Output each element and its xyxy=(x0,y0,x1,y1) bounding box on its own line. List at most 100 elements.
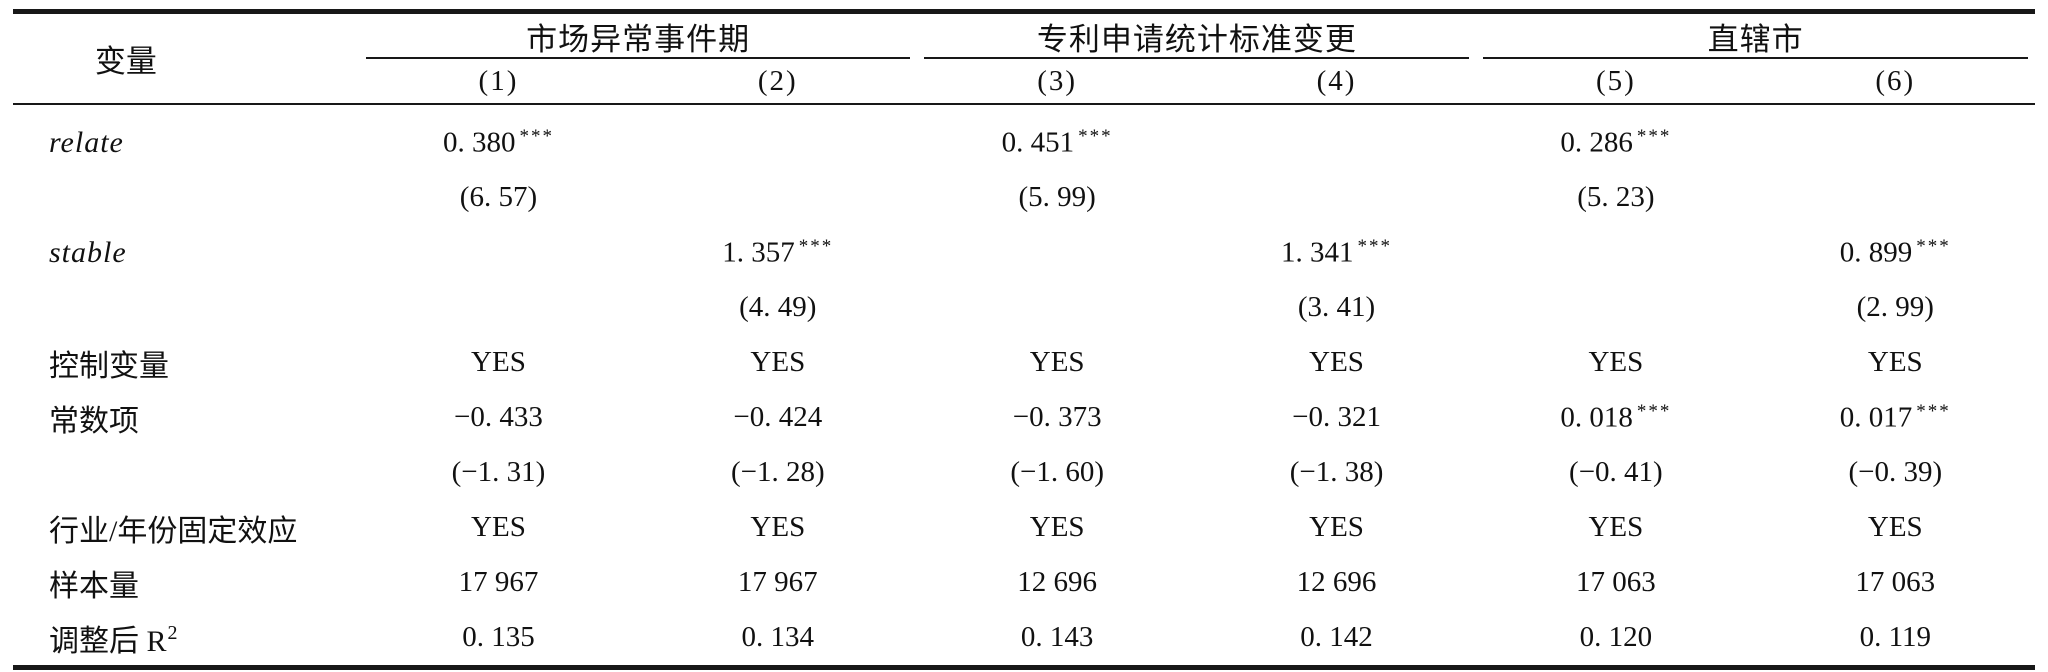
table-header: 变量 市场异常事件期 专利申请统计标准变更 直辖市 (1) (2) (3) (4… xyxy=(13,11,2035,105)
significance-stars: *** xyxy=(519,126,554,148)
row-label: stable xyxy=(49,235,127,269)
row-label xyxy=(13,280,359,335)
table-cell: 1. 357 *** xyxy=(722,236,834,269)
table-cell xyxy=(359,280,638,335)
significance-stars: *** xyxy=(1636,401,1672,423)
table-cell: (5. 23) xyxy=(1577,181,1655,213)
table-cell: −0. 373 xyxy=(1012,401,1102,433)
table-cell xyxy=(1476,280,1755,335)
table-cell: 0. 142 xyxy=(1300,621,1373,653)
table-cell: 17 967 xyxy=(458,566,539,598)
column-header-2: (2) xyxy=(638,59,918,105)
table-cell: (4. 49) xyxy=(739,291,817,323)
table-cell: YES xyxy=(471,346,526,378)
significance-stars: *** xyxy=(1916,236,1951,258)
table-cell: 0. 143 xyxy=(1020,621,1094,653)
column-header-1: (1) xyxy=(358,59,639,105)
table-cell: 17 063 xyxy=(1855,566,1936,598)
table-row: (−1. 31) (−1. 28) (−1. 60) (−1. 38) (−0. 41)… xyxy=(13,445,2035,500)
row-label: 样本量 xyxy=(49,569,139,603)
table-cell: 0. 899 *** xyxy=(1839,236,1951,269)
table-cell: (−1. 28) xyxy=(730,456,825,488)
table-cell: YES xyxy=(750,511,806,543)
group-label: 直辖市 xyxy=(1707,22,1804,57)
column-header-4: (4) xyxy=(1196,59,1477,105)
table-cell xyxy=(917,280,1196,335)
table-cell: YES xyxy=(1867,346,1923,378)
table-cell: 0. 135 xyxy=(462,621,535,653)
table-cell: 0. 120 xyxy=(1579,621,1653,653)
group-header-market-anomaly-period: 市场异常事件期 xyxy=(359,12,918,60)
regression-results-table: 变量 市场异常事件期 专利申请统计标准变更 直辖市 (1) (2) (3) (4… xyxy=(13,9,2035,670)
row-label-superscript: 2 xyxy=(167,621,178,644)
table-cell: 0. 134 xyxy=(741,621,815,653)
table-cell: 1. 341 *** xyxy=(1281,236,1393,269)
significance-stars: *** xyxy=(1078,126,1113,148)
table-cell xyxy=(1756,104,2035,170)
table-row: 调整后 R2 0. 135 0. 134 0. 143 0. 142 0. 120 0. 1… xyxy=(13,610,2035,668)
significance-stars: *** xyxy=(1636,126,1672,148)
table-cell: YES xyxy=(1867,511,1923,543)
table-cell: (−1. 31) xyxy=(451,456,546,488)
table-cell: YES xyxy=(1309,346,1364,378)
group-label: 专利申请统计标准变更 xyxy=(1036,22,1357,57)
table-cell: −0. 321 xyxy=(1292,401,1381,433)
table-cell xyxy=(638,104,917,170)
table-cell: (−0. 41) xyxy=(1569,456,1663,488)
table-cell: (−1. 38) xyxy=(1289,456,1384,488)
group-header-municipality: 直辖市 xyxy=(1476,12,2035,60)
table-cell: YES xyxy=(1588,511,1644,543)
table-cell: 17 967 xyxy=(737,566,818,598)
table-cell xyxy=(1476,225,1755,280)
column-number-row: (1) (2) (3) (4) (5) (6) xyxy=(13,59,2035,105)
table-cell xyxy=(1197,104,1476,170)
table-cell: 12 696 xyxy=(1017,566,1098,598)
table-cell: YES xyxy=(1309,511,1364,543)
table-cell: 0. 017 *** xyxy=(1839,401,1951,434)
table-cell: YES xyxy=(1588,346,1644,378)
significance-stars: *** xyxy=(1916,401,1951,423)
table-cell: (5. 99) xyxy=(1018,181,1096,213)
table-body: relate 0. 380 *** 0. 451 *** 0. 286 *** (6. 57)… xyxy=(13,104,2035,668)
column-header-5: (5) xyxy=(1476,59,1756,105)
table-cell: (6. 57) xyxy=(459,181,538,213)
table-cell: (−0. 39) xyxy=(1848,456,1943,488)
table-cell xyxy=(359,225,638,280)
significance-stars: *** xyxy=(798,236,834,258)
table-row: 行业/年份固定效应 YES YES YES YES YES YES xyxy=(13,500,2035,555)
table-cell: −0. 433 xyxy=(454,401,543,433)
table-cell: 0. 018 *** xyxy=(1560,401,1672,434)
table-cell: YES xyxy=(471,511,526,543)
row-label: 控制变量 xyxy=(49,349,169,383)
table-cell: YES xyxy=(750,346,806,378)
significance-stars: *** xyxy=(1357,236,1393,258)
table-cell: 0. 451 *** xyxy=(1001,126,1113,159)
table-cell: 0. 380 *** xyxy=(442,126,554,159)
table-row: 控制变量 YES YES YES YES YES YES xyxy=(13,335,2035,390)
variable-column-header: 变量 xyxy=(13,11,359,105)
row-label: 常数项 xyxy=(49,404,139,438)
row-label: 行业/年份固定效应 xyxy=(49,514,298,548)
table-cell xyxy=(917,225,1196,280)
table-cell: YES xyxy=(1029,511,1085,543)
table-cell: (2. 99) xyxy=(1856,291,1934,323)
table-row: stable 1. 357 *** 1. 341 *** 0. 899 *** xyxy=(13,225,2035,280)
column-header-6: (6) xyxy=(1755,59,2035,105)
column-header-3: (3) xyxy=(917,59,1197,105)
table-cell: (−1. 60) xyxy=(1010,456,1104,488)
table-cell xyxy=(638,170,917,225)
row-label: relate xyxy=(49,125,124,159)
table-cell xyxy=(1756,170,2035,225)
table-cell: 12 696 xyxy=(1296,566,1377,598)
table-row: relate 0. 380 *** 0. 451 *** 0. 286 *** xyxy=(13,104,2035,170)
table-row: (4. 49) (3. 41) (2. 99) xyxy=(13,280,2035,335)
table-cell: YES xyxy=(1029,346,1085,378)
table-cell: 0. 286 *** xyxy=(1560,126,1672,159)
table-cell: 0. 119 xyxy=(1859,621,1931,653)
table-cell: −0. 424 xyxy=(733,401,823,433)
row-label xyxy=(13,170,359,225)
row-label: 调整后 R2 xyxy=(49,621,178,658)
table-cell: 17 063 xyxy=(1576,566,1656,598)
group-label: 市场异常事件期 xyxy=(526,22,751,57)
table-cell: (3. 41) xyxy=(1297,291,1376,323)
